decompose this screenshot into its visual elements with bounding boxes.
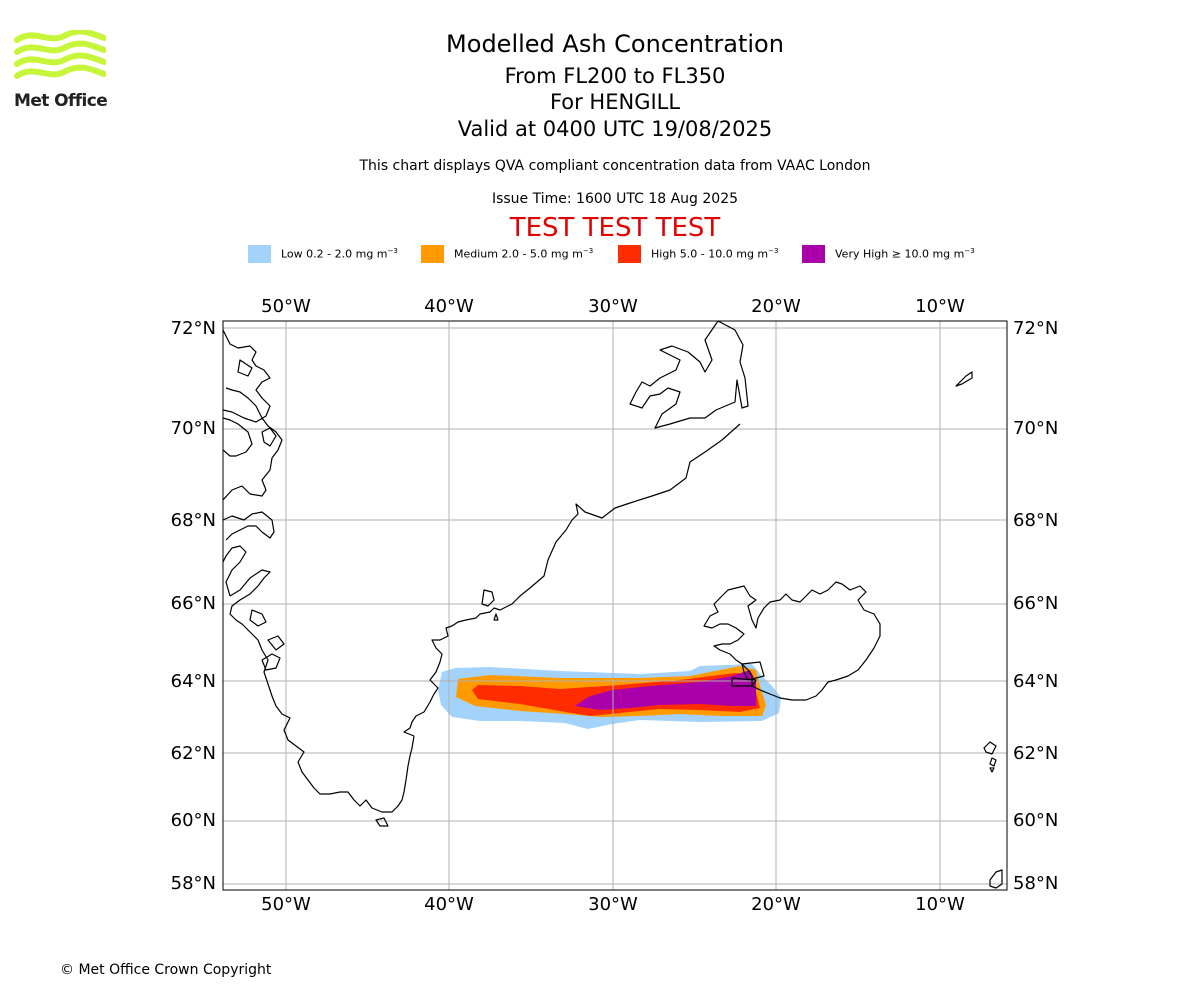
lon-labels-top: 50°W 40°W 30°W 20°W 10°W (261, 296, 965, 317)
legend-swatch-low (248, 245, 271, 263)
ash-area-very-high (575, 670, 756, 710)
lat-label: 66°N (1013, 593, 1058, 614)
legend-swatch-high (618, 245, 641, 263)
faroe-islands (983, 741, 997, 773)
legend-item-low: Low 0.2 - 2.0 mg m−3 (248, 244, 398, 264)
lon-label: 50°W (261, 894, 311, 915)
legend-label-high: High 5.0 - 10.0 mg m−3 (651, 247, 779, 261)
volcano-name: For HENGILL (549, 90, 681, 114)
legend-swatch-very-high (802, 245, 825, 263)
legend-item-high: High 5.0 - 10.0 mg m−3 (618, 244, 778, 264)
iceland-coast (703, 581, 881, 701)
flight-level-range: From FL200 to FL350 (504, 64, 726, 88)
shetland-coast (989, 869, 1003, 889)
lat-label: 72°N (1013, 318, 1058, 339)
greenland-west-coast (223, 329, 285, 671)
legend-label-medium: Medium 2.0 - 5.0 mg m−3 (454, 247, 594, 261)
issue-time: Issue Time: 1600 UTC 18 Aug 2025 (491, 191, 739, 207)
lat-label: 64°N (1013, 671, 1058, 692)
lon-label: 30°W (588, 296, 638, 317)
logo-text: Met Office (14, 91, 108, 111)
lat-label: 62°N (171, 743, 216, 764)
lat-label: 68°N (171, 510, 216, 531)
lon-label: 40°W (424, 296, 474, 317)
lat-label: 62°N (1013, 743, 1058, 764)
greenland-east-coast (229, 321, 749, 813)
qva-note: This chart displays QVA compliant concen… (359, 158, 871, 174)
lat-label: 58°N (1013, 873, 1058, 894)
lon-label: 40°W (424, 894, 474, 915)
lat-label: 60°N (1013, 810, 1058, 831)
lat-label: 70°N (1013, 418, 1058, 439)
lat-labels-right: 72°N 70°N 68°N 66°N 64°N 62°N 60°N 58°N (1013, 318, 1058, 894)
graticule (223, 321, 1007, 890)
legend-label-very-high: Very High ≥ 10.0 mg m−3 (835, 247, 975, 261)
lon-label: 50°W (261, 296, 311, 317)
lat-label: 68°N (1013, 510, 1058, 531)
met-office-logo (14, 30, 106, 79)
lat-label: 64°N (171, 671, 216, 692)
test-banner: TEST TEST TEST (509, 213, 721, 243)
legend-swatch-medium (421, 245, 444, 263)
lon-label: 10°W (915, 296, 965, 317)
map-frame (222, 320, 1008, 891)
legend-item-very-high: Very High ≥ 10.0 mg m−3 (802, 244, 975, 264)
jan-mayen (955, 371, 973, 387)
lat-label: 66°N (171, 593, 216, 614)
lon-label: 30°W (588, 894, 638, 915)
lat-label: 72°N (171, 318, 216, 339)
lat-label: 60°N (171, 810, 216, 831)
lat-label: 58°N (171, 873, 216, 894)
lat-label: 70°N (171, 418, 216, 439)
legend-label-low: Low 0.2 - 2.0 mg m−3 (281, 247, 398, 261)
lon-label: 10°W (915, 894, 965, 915)
legend-item-medium: Medium 2.0 - 5.0 mg m−3 (421, 244, 593, 264)
valid-time: Valid at 0400 UTC 19/08/2025 (457, 117, 773, 141)
lat-labels-left: 72°N 70°N 68°N 66°N 64°N 62°N 60°N 58°N (171, 318, 216, 894)
coastlines (223, 321, 1003, 889)
copyright: © Met Office Crown Copyright (60, 962, 272, 978)
lon-labels-bottom: 50°W 40°W 30°W 20°W 10°W (261, 894, 965, 915)
chart-title: Modelled Ash Concentration (446, 30, 784, 58)
lon-label: 20°W (751, 296, 801, 317)
lon-label: 20°W (751, 894, 801, 915)
